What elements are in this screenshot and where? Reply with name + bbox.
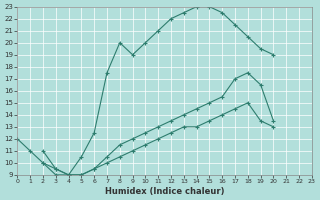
X-axis label: Humidex (Indice chaleur): Humidex (Indice chaleur) [105,187,224,196]
